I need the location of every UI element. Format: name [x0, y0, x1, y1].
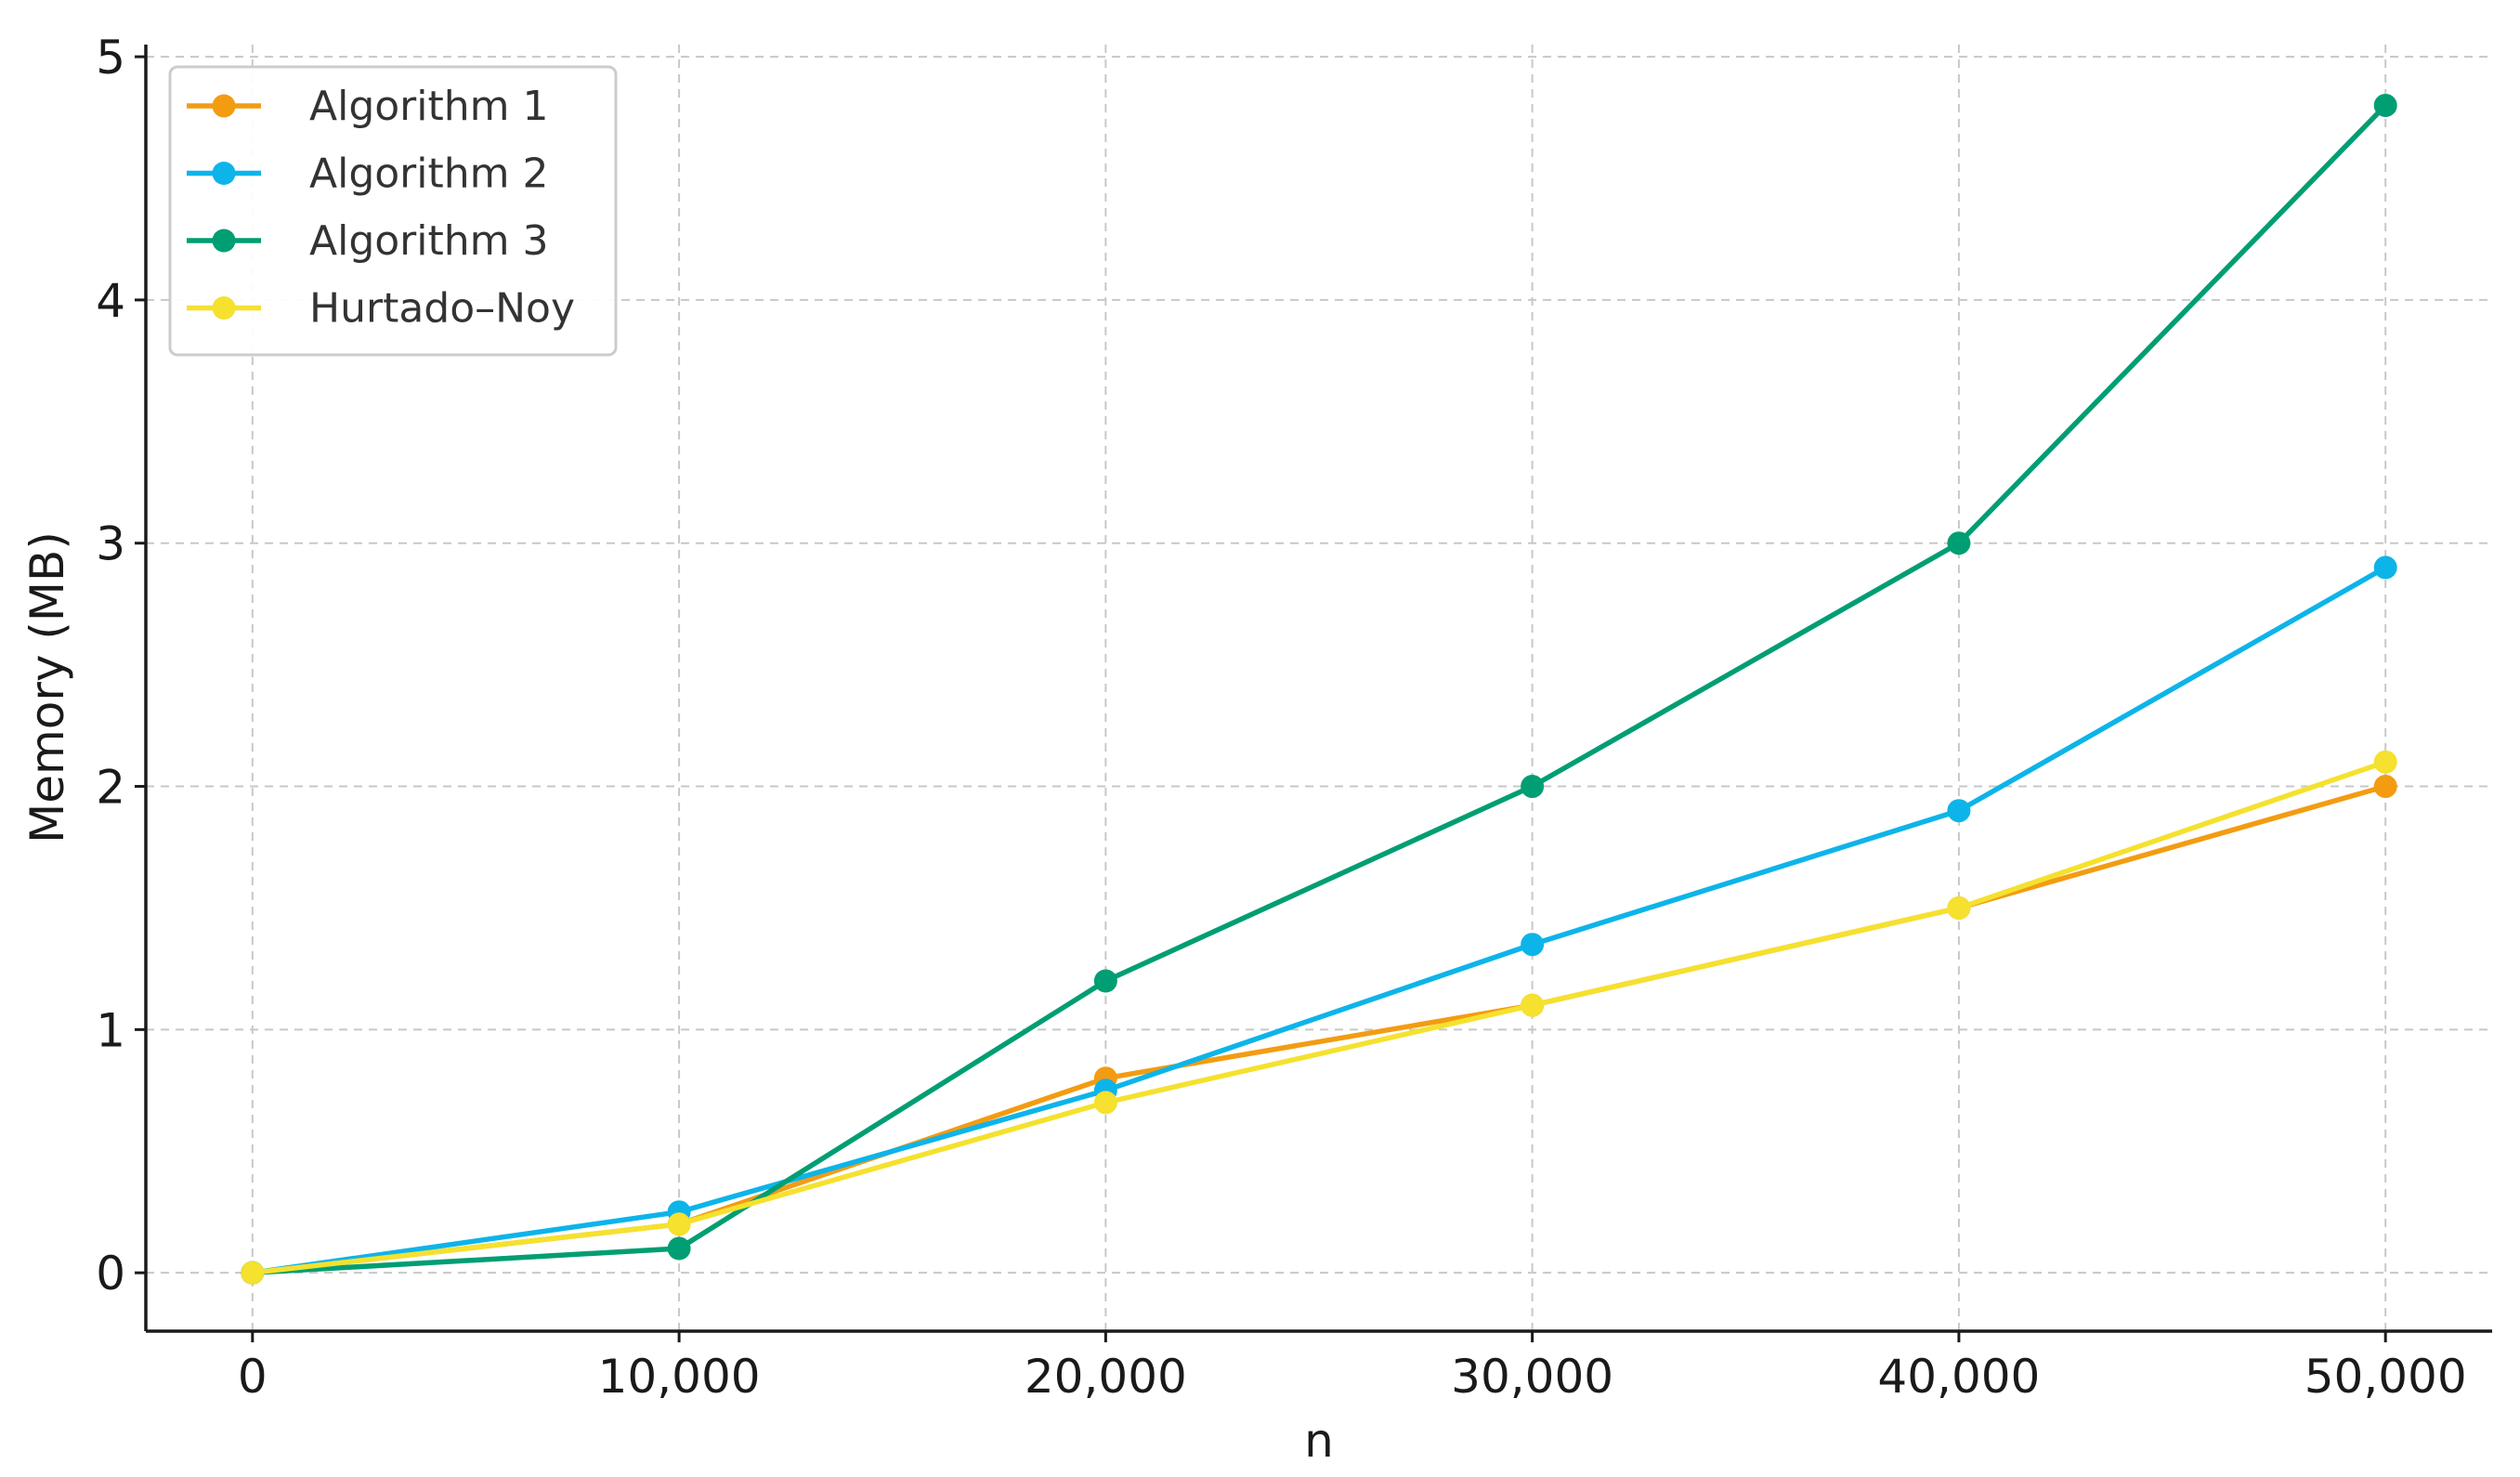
y-tick-label: 5	[96, 31, 125, 85]
data-point	[241, 1261, 265, 1285]
data-point	[2373, 750, 2397, 774]
legend-label: Algorithm 1	[309, 83, 548, 130]
legend-frame	[168, 65, 618, 357]
x-tick-label: 50,000	[2305, 1350, 2467, 1404]
data-point	[1947, 799, 1971, 823]
legend-label: Hurtado–Noy	[309, 285, 575, 333]
series-line	[250, 102, 2388, 1275]
ticks: 0 10,000 20,000 30,000 40,000 50,000 0 1 2 3 4 5	[96, 31, 2466, 1404]
series-lines	[241, 93, 2397, 1285]
y-axis-title: Memory (MB)	[20, 531, 74, 843]
legend-marker	[212, 296, 236, 320]
y-tick-label: 0	[96, 1247, 125, 1301]
legend-item: Algorithm 3	[187, 217, 548, 265]
data-point	[1093, 1091, 1117, 1115]
data-point	[2373, 556, 2397, 580]
data-point	[667, 1212, 691, 1236]
data-point	[2373, 775, 2397, 799]
legend-item: Algorithm 2	[187, 150, 548, 198]
data-point	[1947, 531, 1971, 556]
series-algorithm-2	[241, 556, 2397, 1285]
y-tick-label: 3	[96, 517, 125, 571]
data-point	[1521, 933, 1545, 957]
legend-item: Hurtado–Noy	[187, 285, 575, 333]
axes	[144, 45, 2492, 1333]
legend-label: Algorithm 3	[309, 217, 548, 265]
legend-marker	[212, 162, 236, 185]
data-point	[1093, 969, 1117, 993]
x-tick-label: 30,000	[1451, 1350, 1613, 1404]
data-point	[1521, 993, 1545, 1017]
data-point	[2373, 93, 2397, 117]
legend-item: Algorithm 1	[187, 83, 548, 130]
series-hurtado-noy	[241, 750, 2397, 1285]
x-tick-label: 20,000	[1025, 1350, 1187, 1404]
data-point	[1521, 775, 1545, 799]
data-point	[667, 1236, 691, 1261]
legend-marker	[212, 94, 236, 118]
legend-label: Algorithm 2	[309, 150, 548, 198]
legend: Algorithm 1 Algorithm 2 Algorithm 3 Hurtado…	[168, 65, 618, 357]
data-point	[1947, 895, 1971, 920]
series-line	[250, 565, 2388, 1275]
legend-marker	[212, 229, 236, 253]
y-tick-label: 2	[96, 761, 125, 815]
x-axis-title: n	[1304, 1414, 1334, 1468]
x-tick-label: 40,000	[1877, 1350, 2040, 1404]
x-tick-label: 10,000	[598, 1350, 761, 1404]
y-tick-label: 1	[96, 1003, 125, 1057]
x-tick-label: 0	[238, 1350, 268, 1404]
y-tick-label: 4	[96, 274, 125, 328]
series-line	[250, 759, 2388, 1275]
